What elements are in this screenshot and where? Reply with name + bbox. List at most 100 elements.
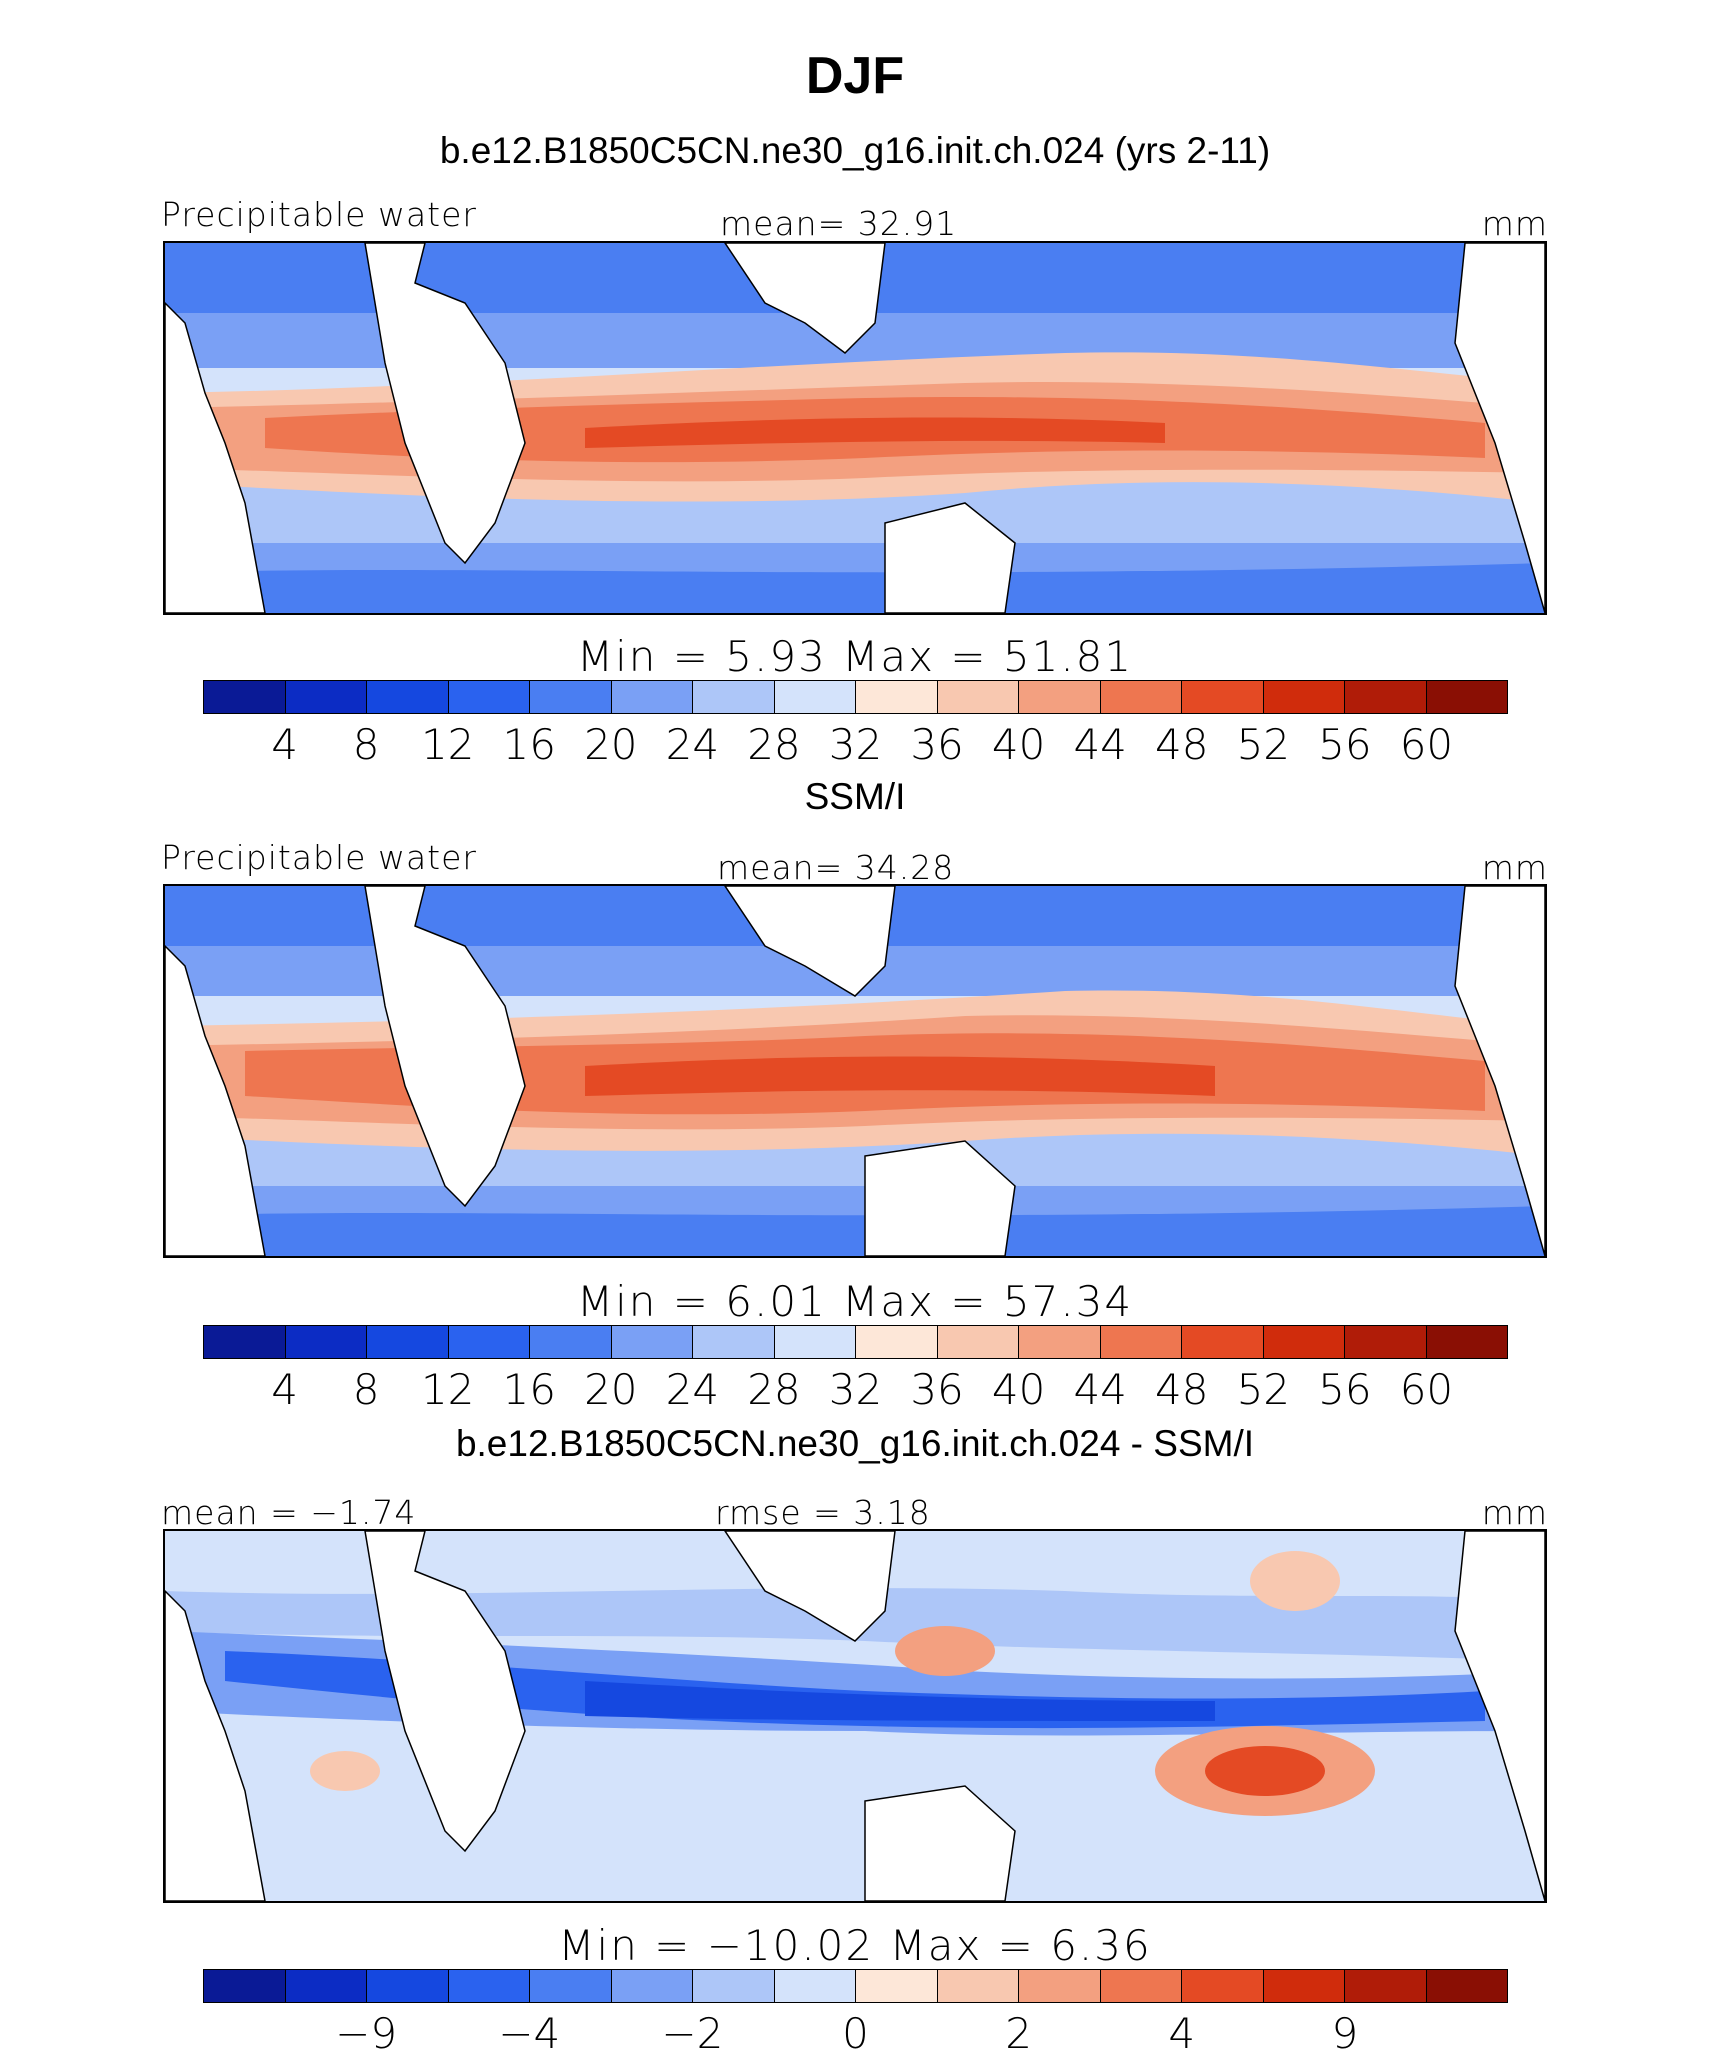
colorbar-swatch [530, 1326, 612, 1358]
colorbar-tick-label: 28 [747, 1365, 801, 1414]
colorbar-swatch [937, 681, 1019, 713]
colorbar-swatch [611, 1326, 693, 1358]
colorbar-swatch [1100, 1970, 1182, 2002]
colorbar-swatch [1426, 681, 1507, 713]
colorbar-tick-label: 4 [1168, 2009, 1196, 2058]
panel-1-units-label: mm [1481, 204, 1548, 243]
colorbar-tick-label: 60 [1399, 1365, 1454, 1414]
panel-1-mean-label: mean= 32.91 [720, 204, 958, 243]
colorbar-tick-label: 20 [584, 1365, 638, 1414]
panel-2-colorbar [203, 1325, 1508, 1359]
colorbar-swatch [1019, 1970, 1101, 2002]
panel-3-mean-label: mean = −1.74 [161, 1493, 417, 1532]
colorbar-swatch [774, 1326, 856, 1358]
colorbar-swatch [1100, 1326, 1182, 1358]
colorbar-swatch [204, 1970, 286, 2002]
colorbar-tick-label: 56 [1318, 1365, 1372, 1414]
panel-3-title: b.e12.B1850C5CN.ne30_g16.init.ch.024 - S… [455, 1423, 1255, 1464]
colorbar-tick-label: 16 [502, 1365, 556, 1414]
panel-2-minmax: Min = 6.01 Max = 57.34 [576, 1277, 1134, 1326]
colorbar-swatch [693, 1326, 775, 1358]
colorbar-swatch [1426, 1326, 1507, 1358]
colorbar-swatch [285, 681, 367, 713]
colorbar-swatch [367, 681, 449, 713]
colorbar-tick-label: −4 [498, 2009, 561, 2058]
colorbar-tick-label: 8 [352, 1365, 380, 1414]
colorbar-swatch [530, 1970, 612, 2002]
colorbar-swatch [448, 1970, 530, 2002]
panel-3-map [163, 1529, 1547, 1903]
colorbar-swatch [1345, 681, 1427, 713]
colorbar-swatch [1019, 681, 1101, 713]
colorbar-swatch [611, 1970, 693, 2002]
colorbar-tick-label: 9 [1331, 2009, 1359, 2058]
panel-3-colorbar [203, 1969, 1508, 2003]
panel-1-colorbar [203, 680, 1508, 714]
colorbar-tick-label: 44 [1073, 1365, 1127, 1414]
colorbar-tick-label: 48 [1155, 1365, 1209, 1414]
colorbar-tick-label: −2 [661, 2009, 724, 2058]
colorbar-swatch [1182, 681, 1264, 713]
colorbar-tick-label: 12 [420, 720, 475, 769]
colorbar-swatch [856, 1326, 938, 1358]
colorbar-tick-label: 0 [842, 2009, 869, 2058]
colorbar-tick-label: 52 [1236, 1365, 1291, 1414]
colorbar-swatch [1100, 681, 1182, 713]
colorbar-swatch [448, 1326, 530, 1358]
colorbar-tick-label: 4 [271, 720, 298, 769]
colorbar-swatch [693, 681, 775, 713]
colorbar-tick-label: 48 [1155, 720, 1209, 769]
colorbar-tick-label: 60 [1399, 720, 1454, 769]
colorbar-swatch [937, 1326, 1019, 1358]
panel-1-minmax: Min = 5.93 Max = 51.81 [576, 632, 1134, 681]
colorbar-swatch [367, 1970, 449, 2002]
colorbar-tick-label: 44 [1073, 720, 1127, 769]
colorbar-swatch [285, 1970, 367, 2002]
colorbar-swatch [774, 681, 856, 713]
panel-1-map [163, 241, 1547, 615]
colorbar-tick-label: 36 [910, 1365, 964, 1414]
figure-title: DJF [805, 47, 905, 105]
colorbar-tick-label: 32 [828, 1365, 883, 1414]
panel-2-title: SSM/I [804, 776, 906, 817]
colorbar-swatch [448, 681, 530, 713]
colorbar-tick-label: 40 [991, 720, 1046, 769]
colorbar-swatch [204, 1326, 286, 1358]
panel-1-variable-label: Precipitable water [161, 195, 477, 234]
australia-landmass [884, 502, 1016, 613]
colorbar-tick-label: 16 [502, 720, 556, 769]
colorbar-swatch [1182, 1970, 1264, 2002]
colorbar-swatch [693, 1970, 775, 2002]
colorbar-swatch [1019, 1326, 1101, 1358]
panel-2-variable-label: Precipitable water [161, 838, 477, 877]
panel-1-map-svg [165, 243, 1545, 613]
colorbar-tick-label: 24 [665, 1365, 720, 1414]
colorbar-swatch [530, 681, 612, 713]
colorbar-swatch [1263, 1970, 1345, 2002]
colorbar-tick-label: 56 [1318, 720, 1372, 769]
colorbar-swatch [1345, 1326, 1427, 1358]
panel-3-map-svg [165, 1531, 1545, 1901]
colorbar-tick-label: 8 [352, 720, 380, 769]
colorbar-swatch [856, 681, 938, 713]
colorbar-swatch [1263, 681, 1345, 713]
colorbar-swatch [367, 1326, 449, 1358]
panel-2-map-svg [165, 886, 1545, 1256]
colorbar-swatch [1345, 1970, 1427, 2002]
colorbar-tick-label: 32 [828, 720, 883, 769]
colorbar-swatch [774, 1970, 856, 2002]
colorbar-swatch [937, 1970, 1019, 2002]
panel-3-minmax: Min = −10.02 Max = 6.36 [558, 1921, 1152, 1970]
colorbar-swatch [1426, 1970, 1507, 2002]
colorbar-swatch [611, 681, 693, 713]
colorbar-tick-label: 24 [665, 720, 720, 769]
africa-landmass [364, 243, 526, 565]
colorbar-tick-label: 12 [420, 1365, 475, 1414]
colorbar-tick-label: 36 [910, 720, 964, 769]
panel-1-title: b.e12.B1850C5CN.ne30_g16.init.ch.024 (yr… [439, 130, 1271, 171]
colorbar-swatch [204, 681, 286, 713]
colorbar-swatch [856, 1970, 938, 2002]
panel-2-mean-label: mean= 34.28 [717, 848, 955, 887]
colorbar-tick-label: 2 [1005, 2009, 1032, 2058]
colorbar-tick-label: 4 [271, 1365, 298, 1414]
